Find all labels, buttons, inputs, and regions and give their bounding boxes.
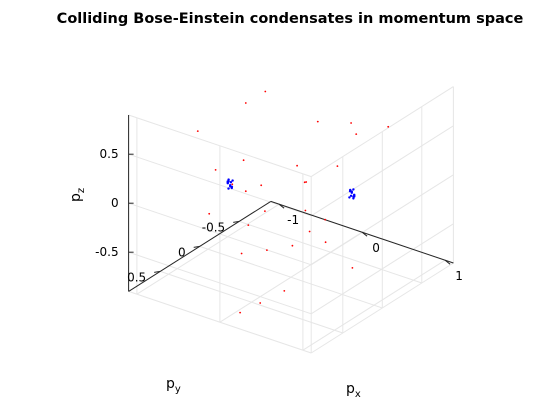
grid-lines — [128, 86, 454, 354]
condensate-point — [353, 194, 356, 197]
y-tick-label: 0.5 — [127, 270, 146, 284]
x-tick-label: -1 — [287, 213, 299, 227]
x-axis-line — [270, 200, 454, 264]
scattered-point — [259, 302, 262, 304]
grid-line-z-side — [310, 223, 454, 315]
scattered-point — [305, 181, 308, 183]
scattered-point — [244, 190, 247, 193]
x-tick-mark — [278, 203, 285, 209]
condensate-point — [229, 181, 233, 184]
scattered-point — [304, 209, 307, 212]
y-tick-label: -0.5 — [202, 220, 225, 234]
scattered-point — [242, 159, 245, 162]
scattered-point — [266, 249, 268, 252]
scattered-point — [196, 130, 199, 133]
scattered-point — [240, 252, 243, 255]
z-tick-label: -0.5 — [95, 245, 118, 259]
scattered-point — [239, 311, 242, 314]
x-tick-label: 1 — [455, 269, 463, 283]
condensate-point — [227, 187, 230, 190]
z-tick-label: 0 — [111, 196, 119, 210]
axis-lines — [128, 115, 454, 292]
condensate-point — [352, 197, 355, 200]
scattered-point — [264, 90, 267, 93]
condensate-point — [348, 196, 351, 199]
y-axis-label: py — [166, 376, 181, 395]
scattered-point — [264, 210, 266, 213]
scattered-point — [308, 230, 311, 233]
scattered-point — [244, 102, 247, 104]
condensate-point — [231, 179, 234, 182]
z-tick-label: 0.5 — [100, 147, 119, 161]
condensate-point — [226, 181, 229, 184]
scattered-point — [231, 183, 234, 186]
chart-title: Colliding Bose-Einstein condensates in m… — [57, 11, 524, 27]
x-tick-mark — [444, 259, 451, 265]
grid-line-y-floor — [160, 270, 343, 334]
tick-labels: -1 0 1 -0.5 0 0.5 -0.5 0 0.5 — [95, 147, 463, 284]
y-tick-mark — [233, 220, 240, 223]
condensate-point — [230, 186, 233, 190]
data-points — [196, 90, 390, 314]
scattered-point — [324, 218, 327, 221]
scattered-point — [291, 244, 294, 247]
condensate-point — [352, 188, 355, 191]
y-tick-label: 0 — [178, 245, 186, 259]
scattered-point — [208, 212, 211, 215]
scattered-point — [260, 184, 263, 187]
scattered-point — [283, 290, 286, 292]
scattered-point — [324, 241, 327, 244]
scattered-point — [316, 120, 319, 123]
scattered-point — [296, 164, 298, 167]
y-tick-mark — [154, 270, 161, 273]
x-tick-mark — [361, 231, 368, 237]
condensate-point — [349, 194, 353, 197]
grid-line-z-side — [310, 125, 454, 217]
scattered-point — [214, 169, 217, 171]
y-tick-mark — [193, 245, 200, 248]
grid-line-z-back — [128, 251, 312, 315]
scattered-point — [336, 165, 339, 168]
grid-line-z-side — [310, 174, 454, 266]
grid-line-y-floor — [199, 245, 383, 309]
z-axis-label: pz — [68, 188, 87, 202]
scattered-point — [350, 122, 352, 124]
condensate-point — [349, 188, 352, 192]
scattered-point — [303, 181, 306, 184]
scattered-point — [351, 267, 354, 269]
scattered-point — [355, 133, 358, 136]
scattered-point — [247, 224, 250, 227]
condensate-point — [227, 178, 230, 181]
x-axis-label: px — [346, 381, 361, 400]
x-tick-label: 0 — [372, 241, 380, 255]
scattered-point — [387, 125, 390, 128]
